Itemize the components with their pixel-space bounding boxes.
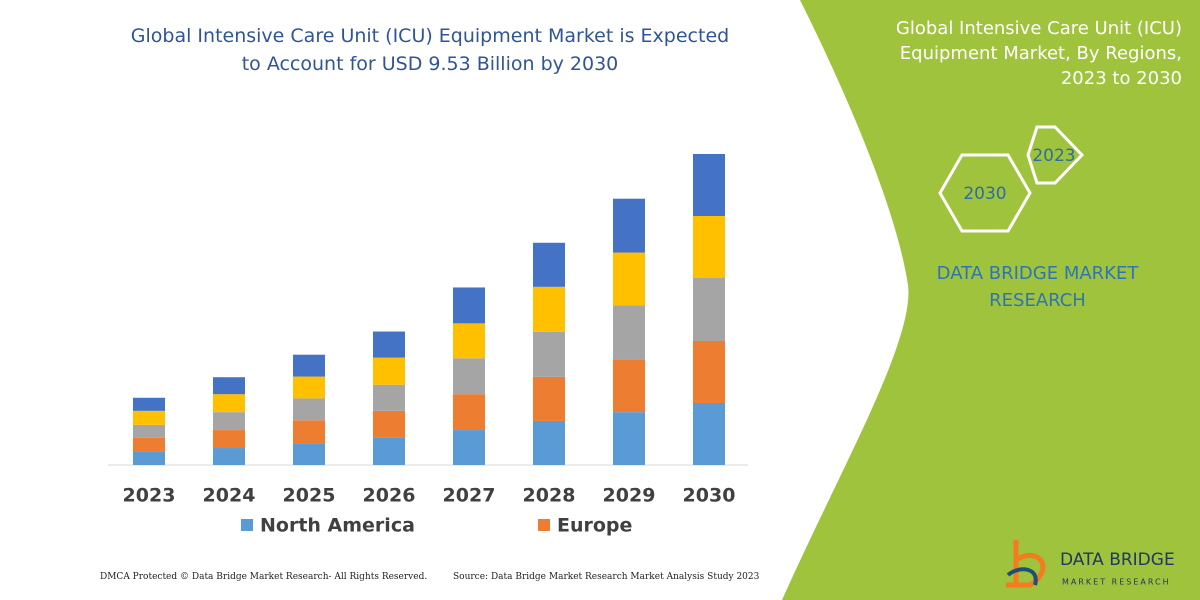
logo-tagline: MARKET RESEARCH [1062,578,1171,587]
brand: DATA BRIDGE MARKET RESEARCH [936,263,1139,311]
bar-segment [293,376,325,399]
bar-segment [213,448,245,465]
x-tick-label: 2029 [603,485,656,507]
bar-segment [133,437,165,452]
bar-segment [373,357,405,385]
logo-mark [1006,540,1046,588]
bar-segment [613,305,645,360]
x-tick-label: 2026 [363,485,416,507]
bar-segment [693,278,725,341]
bar-segment [293,443,325,465]
bar-segment [693,216,725,279]
x-tick-label: 2024 [203,485,256,507]
hexagon-label: 2030 [963,184,1006,204]
bar-segment [533,376,565,421]
bar-segment [453,323,485,359]
chart-title: Global Intensive Care Unit (ICU) Equipme… [130,25,730,75]
footer-right: Source: Data Bridge Market Research Mark… [453,572,760,582]
bar-segment [453,394,485,431]
footer-left: DMCA Protected © Data Bridge Market Rese… [100,572,428,582]
bar-segment [533,331,565,377]
bar-segment [293,420,325,444]
bar-segment [373,331,405,358]
bar-segment [613,198,645,253]
logo-mark [1006,567,1038,586]
hexagon [938,153,1032,233]
bar-segment [213,430,245,449]
x-tick-label: 2025 [283,485,336,507]
bar-segment [133,397,165,411]
x-tick-label: 2023 [123,485,176,507]
bar-segment [213,412,245,431]
bar-segment [453,430,485,465]
x-tick-label: 2027 [443,485,496,507]
x-tick-label: 2028 [523,485,576,507]
logo-name: DATA BRIDGE [1060,550,1175,570]
x-tick-label: 2030 [683,485,736,507]
bar-segment [533,286,565,332]
bar-segment [213,377,245,395]
bar-segment [453,358,485,395]
bar-segment [533,242,565,287]
bar-segment [453,287,485,324]
hexagon [1026,125,1085,185]
bar-segment [373,384,405,411]
bar-segment [213,394,245,413]
legend-label: North America [260,515,415,537]
bar-segment [133,410,165,425]
legend-label: Europe [557,515,632,537]
bar-segment [533,420,565,465]
plot: 2023 2024 2025 2026 2027 2028 2029 2030 North Am… [123,154,736,537]
bar-segment [373,437,405,465]
bar-segment [693,154,725,217]
bar-segment [693,402,725,465]
bar-segment [613,412,645,465]
bar-segment [133,451,165,465]
bar-segment [373,410,405,438]
legend-swatch [241,519,253,531]
bar-segment [293,398,325,421]
legend-swatch [538,519,550,531]
bar-segment [613,359,645,413]
bar-segment [133,424,165,438]
bar-segment [613,252,645,306]
bar-segment [693,340,725,403]
hexagon-label: 2023 [1032,146,1075,166]
logo: DATA BRIDGE MARKET RESEARCH [1006,540,1175,588]
bar-segment [293,354,325,377]
panel-title: Global Intensive Care Unit (ICU) Equipme… [895,18,1182,89]
side-panel [782,0,1200,600]
